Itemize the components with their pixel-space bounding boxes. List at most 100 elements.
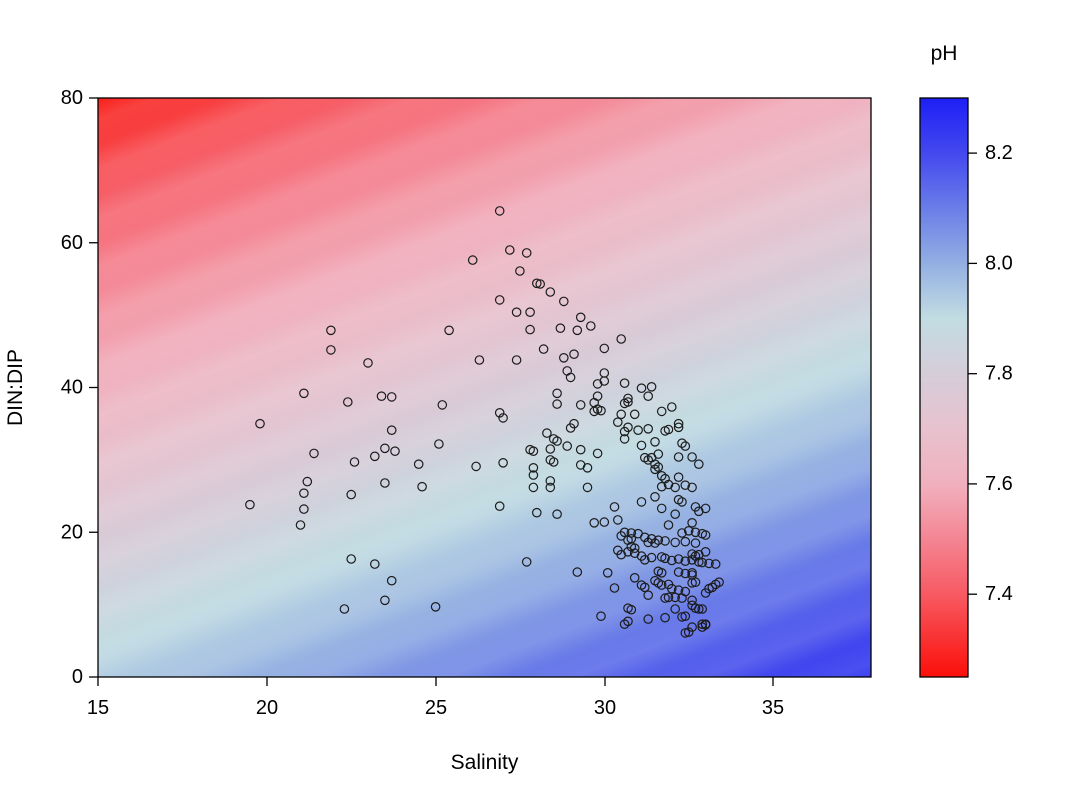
data-point <box>585 321 596 331</box>
data-point <box>619 378 630 388</box>
y-tick-label: 0 <box>72 666 83 688</box>
data-point <box>687 482 697 493</box>
data-point <box>582 482 593 493</box>
data-point <box>390 446 400 456</box>
data-point <box>538 344 549 354</box>
x-tick-label: 20 <box>256 697 278 719</box>
data-point <box>656 503 667 514</box>
data-point <box>295 520 306 530</box>
y-axis: 0 20 40 60 80 <box>61 87 98 688</box>
data-point <box>309 448 319 459</box>
data-point <box>673 418 684 429</box>
data-point <box>245 499 255 510</box>
data-point <box>697 528 707 539</box>
data-point <box>299 388 309 399</box>
data-point <box>700 503 711 514</box>
data-point <box>498 457 508 468</box>
data-point <box>687 578 697 588</box>
x-axis: 15 20 25 30 35 <box>87 677 784 719</box>
data-point <box>704 558 714 569</box>
data-point <box>515 266 525 276</box>
data-point <box>531 507 542 518</box>
data-point <box>666 583 677 594</box>
data-point <box>643 614 653 624</box>
data-point <box>602 567 613 578</box>
data-point <box>710 579 721 590</box>
data-point <box>572 567 583 577</box>
data-point <box>437 400 448 410</box>
data-point <box>673 452 684 462</box>
data-point <box>511 307 522 317</box>
data-point <box>565 372 576 383</box>
data-point <box>575 400 586 410</box>
data-point <box>528 462 539 473</box>
data-point <box>521 557 532 567</box>
data-point <box>700 588 711 598</box>
data-point <box>690 538 701 548</box>
data-point <box>680 611 691 621</box>
data-point <box>326 325 336 336</box>
y-tick-label: 80 <box>61 87 83 109</box>
data-point <box>545 287 556 297</box>
data-point <box>609 583 620 593</box>
data-point <box>693 459 704 469</box>
data-point <box>599 343 610 354</box>
data-point <box>562 441 572 451</box>
data-point <box>677 528 687 538</box>
data-point <box>673 472 684 482</box>
x-tick-label: 15 <box>87 697 109 719</box>
data-point <box>623 422 633 433</box>
data-point <box>690 527 701 538</box>
data-point <box>342 397 353 407</box>
data-point <box>369 559 380 569</box>
data-point <box>673 567 684 577</box>
data-point <box>677 497 687 507</box>
data-point <box>569 349 579 359</box>
data-point <box>639 532 650 543</box>
data-point <box>299 488 309 498</box>
data-point <box>680 568 691 579</box>
data-point <box>656 470 667 481</box>
data-point <box>663 520 674 530</box>
colorbar-tick-label: 8.2 <box>985 142 1013 164</box>
data-point <box>687 595 697 606</box>
data-point <box>612 417 623 427</box>
data-point <box>589 517 599 528</box>
data-point <box>599 517 610 527</box>
data-point <box>677 593 687 603</box>
data-point <box>646 381 657 392</box>
data-point <box>575 444 586 455</box>
data-point <box>302 476 313 487</box>
data-point <box>589 406 599 417</box>
data-point <box>609 502 620 512</box>
data-point <box>592 379 603 389</box>
data-point <box>346 554 356 564</box>
data-point <box>693 557 704 567</box>
data-point <box>643 423 653 434</box>
data-point <box>619 398 630 409</box>
data-point <box>697 604 707 614</box>
data-point <box>434 439 444 449</box>
colorbar-tick-label: 7.8 <box>985 363 1013 385</box>
y-tick-label: 40 <box>61 377 83 399</box>
data-point <box>363 358 373 368</box>
data-point <box>498 413 508 423</box>
data-point <box>552 436 562 446</box>
data-point <box>380 595 390 606</box>
data-point <box>677 612 687 622</box>
data-point <box>255 418 265 429</box>
data-point <box>683 525 694 536</box>
data-point <box>572 325 583 336</box>
x-tick-label: 25 <box>425 697 447 719</box>
data-point <box>683 627 694 637</box>
data-point <box>680 536 691 547</box>
data-point <box>511 355 522 365</box>
data-point <box>653 535 664 545</box>
data-point <box>467 255 478 265</box>
data-point <box>596 405 606 416</box>
data-point <box>616 531 626 541</box>
data-point <box>430 601 441 612</box>
y-axis-title: DIN:DIP <box>4 349 27 426</box>
data-point <box>592 448 603 459</box>
data-point <box>535 279 545 289</box>
